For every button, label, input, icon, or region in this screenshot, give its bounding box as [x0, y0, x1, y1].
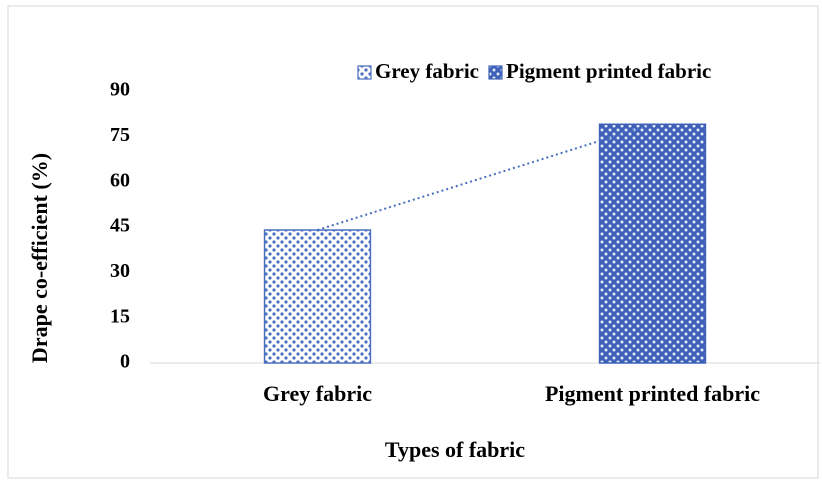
x-tick-label: Grey fabric — [263, 381, 372, 406]
legend-swatch — [488, 65, 503, 80]
y-tick-label: 30 — [110, 260, 130, 282]
y-tick-label: 15 — [110, 305, 130, 327]
y-tick-label: 60 — [110, 169, 130, 191]
bar — [263, 229, 372, 364]
y-tick-label: 90 — [110, 79, 130, 101]
legend-label: Pigment printed fabric — [506, 59, 711, 83]
trendline — [317, 123, 653, 231]
legend-label: Grey fabric — [375, 59, 479, 83]
legend-swatch — [357, 65, 372, 80]
y-tick-label: 0 — [120, 351, 130, 373]
y-tick-label: 45 — [110, 215, 130, 237]
chart-frame — [7, 5, 819, 479]
bar — [598, 123, 707, 364]
x-tick-label: Pigment printed fabric — [545, 381, 760, 406]
x-axis-title: Types of fabric — [385, 437, 525, 462]
y-tick-label: 75 — [110, 124, 130, 146]
y-axis-title: Drape co-efficient (%) — [27, 153, 52, 363]
